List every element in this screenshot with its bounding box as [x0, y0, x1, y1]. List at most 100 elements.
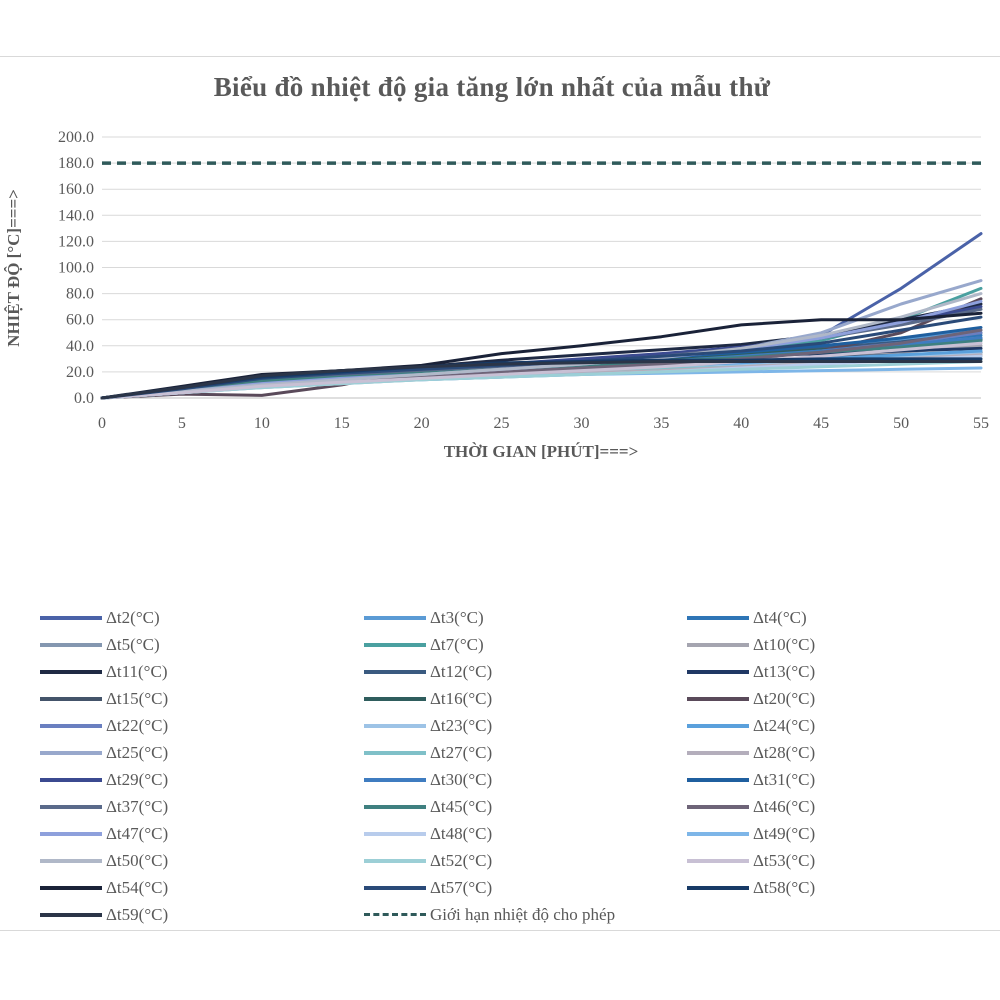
legend-item: Δt28(°C)	[687, 739, 815, 766]
legend-label: Δt29(°C)	[106, 769, 169, 789]
legend-swatch	[40, 858, 102, 863]
x-tick-label: 50	[893, 415, 909, 432]
legend-swatch	[687, 669, 749, 674]
x-tick-label: 30	[573, 415, 589, 432]
legend-item: Δt22(°C)	[40, 712, 168, 739]
legend-swatch	[687, 615, 749, 620]
legend-swatch	[687, 831, 749, 836]
legend-item: Δt58(°C)	[687, 874, 815, 901]
legend-label: Δt53(°C)	[753, 850, 816, 870]
legend-item: Δt45(°C)	[364, 793, 492, 820]
legend-item: Δt23(°C)	[364, 712, 492, 739]
legend-label: Δt20(°C)	[753, 688, 816, 708]
legend-label: Δt48(°C)	[430, 823, 493, 843]
series-lines	[100, 161, 983, 400]
legend-item: Δt24(°C)	[687, 712, 815, 739]
legend-swatch	[364, 831, 426, 836]
legend-item: Giới hạn nhiệt độ cho phép	[364, 901, 615, 928]
legend-item: Δt54(°C)	[40, 874, 168, 901]
legend-label: Δt23(°C)	[430, 715, 493, 735]
legend-swatch	[364, 750, 426, 755]
legend-item: Δt52(°C)	[364, 847, 492, 874]
legend-swatch	[364, 723, 426, 728]
legend-item: Δt47(°C)	[40, 820, 168, 847]
legend-item: Δt48(°C)	[364, 820, 492, 847]
legend-label: Δt22(°C)	[106, 715, 169, 735]
y-tick-label: 140.0	[58, 207, 94, 224]
legend-label: Δt13(°C)	[753, 661, 816, 681]
legend-item: Δt10(°C)	[687, 631, 815, 658]
legend-swatch	[364, 669, 426, 674]
legend-label: Δt5(°C)	[106, 634, 160, 654]
y-tick-label: 180.0	[58, 155, 94, 172]
legend-swatch	[40, 804, 102, 809]
legend-item: Δt57(°C)	[364, 874, 492, 901]
legend-label: Δt37(°C)	[106, 796, 169, 816]
legend-swatch	[364, 858, 426, 863]
legend-label: Δt15(°C)	[106, 688, 169, 708]
legend-swatch	[364, 913, 426, 916]
legend-swatch	[40, 723, 102, 728]
legend-swatch	[40, 750, 102, 755]
legend-label: Δt45(°C)	[430, 796, 493, 816]
x-tick-label: 45	[813, 415, 829, 432]
legend-label: Δt25(°C)	[106, 742, 169, 762]
legend-swatch	[40, 615, 102, 620]
y-tick-label: 120.0	[58, 233, 94, 250]
series-line	[100, 341, 983, 400]
legend-label: Δt16(°C)	[430, 688, 493, 708]
legend-item: Δt20(°C)	[687, 685, 815, 712]
legend-item: Δt3(°C)	[364, 604, 484, 631]
legend-item: Δt5(°C)	[40, 631, 160, 658]
legend-label: Δt10(°C)	[753, 634, 816, 654]
legend-swatch	[364, 696, 426, 701]
legend-swatch	[40, 912, 102, 917]
line-chart: 0.0 20.0 40.0 60.0 80.0 100.0 120.0 140.0 160.0 1…	[4, 129, 989, 461]
legend-label: Δt54(°C)	[106, 877, 169, 897]
legend-swatch	[364, 885, 426, 890]
legend-swatch	[687, 777, 749, 782]
legend-label: Δt28(°C)	[753, 742, 816, 762]
x-tick-label: 15	[334, 415, 350, 432]
y-axis-ticks: 0.0 20.0 40.0 60.0 80.0 100.0 120.0 140.0 160.0 1…	[58, 129, 94, 407]
legend-label: Δt58(°C)	[753, 877, 816, 897]
legend-item: Δt50(°C)	[40, 847, 168, 874]
legend-item: Δt7(°C)	[364, 631, 484, 658]
legend-swatch	[364, 777, 426, 782]
x-tick-label: 20	[414, 415, 430, 432]
legend-swatch	[687, 750, 749, 755]
legend-swatch	[687, 723, 749, 728]
legend-item: Δt30(°C)	[364, 766, 492, 793]
y-tick-label: 40.0	[66, 338, 94, 355]
x-tick-label: 25	[494, 415, 510, 432]
legend-item: Δt15(°C)	[40, 685, 168, 712]
y-tick-label: 20.0	[66, 364, 94, 381]
legend-item: Δt59(°C)	[40, 901, 168, 928]
legend-item: Δt25(°C)	[40, 739, 168, 766]
x-tick-label: 5	[178, 415, 186, 432]
legend-swatch	[687, 696, 749, 701]
y-axis-label: NHIỆT ĐỘ [°C]===>	[4, 189, 23, 347]
legend-label: Δt52(°C)	[430, 850, 493, 870]
legend-item: Δt29(°C)	[40, 766, 168, 793]
legend-label: Δt27(°C)	[430, 742, 493, 762]
legend-item: Δt12(°C)	[364, 658, 492, 685]
x-axis-ticks: 0 5 10 15 20 25 30 35 40 45 50 55	[98, 415, 989, 432]
x-tick-label: 35	[653, 415, 669, 432]
legend-label: Δt2(°C)	[106, 607, 160, 627]
legend-label: Δt31(°C)	[753, 769, 816, 789]
legend-label: Δt46(°C)	[753, 796, 816, 816]
chart-title: Biểu đồ nhiệt độ gia tăng lớn nhất của m…	[213, 72, 771, 102]
legend-item: Δt11(°C)	[40, 658, 167, 685]
legend-item: Δt31(°C)	[687, 766, 815, 793]
legend-label: Δt24(°C)	[753, 715, 816, 735]
legend-label: Δt11(°C)	[106, 661, 168, 681]
y-tick-label: 160.0	[58, 181, 94, 198]
legend-item: Δt27(°C)	[364, 739, 492, 766]
series-line	[100, 360, 983, 400]
legend-item: Δt53(°C)	[687, 847, 815, 874]
x-tick-label: 55	[973, 415, 989, 432]
legend-item: Δt4(°C)	[687, 604, 807, 631]
y-tick-label: 100.0	[58, 260, 94, 277]
x-tick-label: 0	[98, 415, 106, 432]
